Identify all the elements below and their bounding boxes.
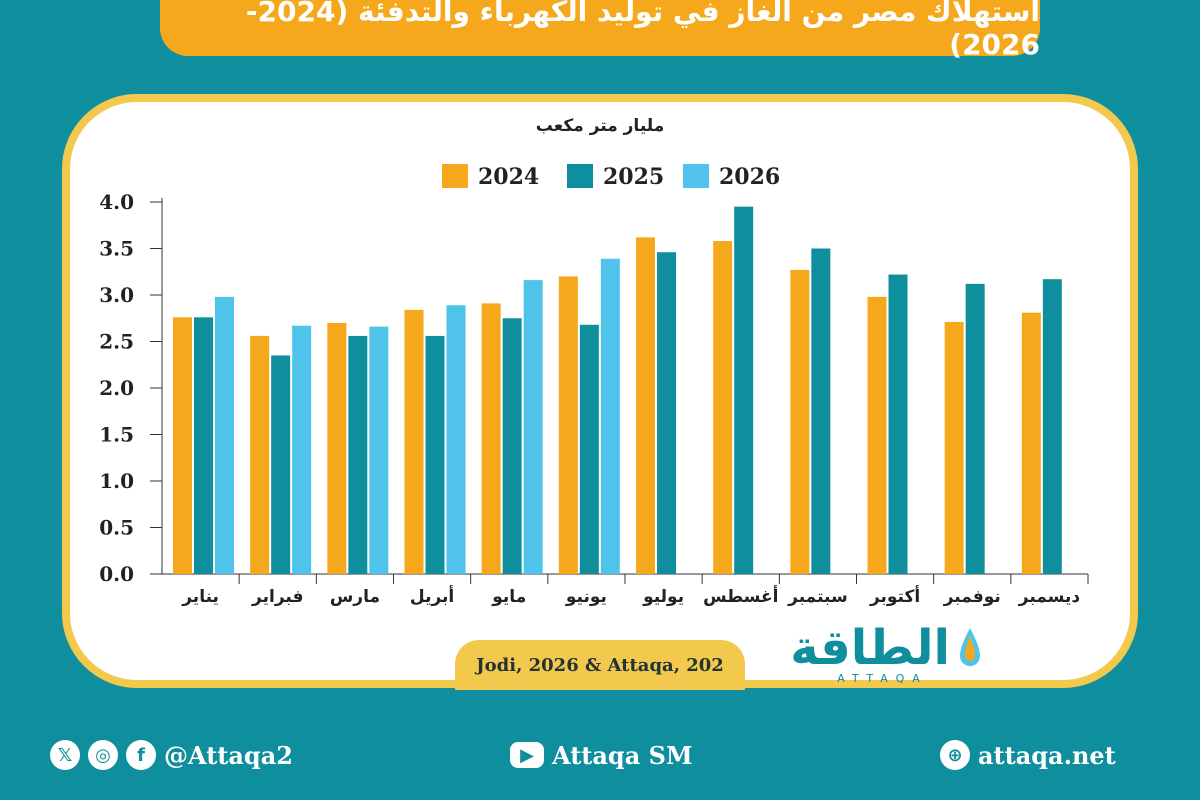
y-tick-label: 2.0	[99, 376, 134, 400]
legend-swatch-2026	[683, 164, 709, 188]
bar-2024	[713, 241, 733, 574]
bar-2026	[600, 258, 620, 574]
bar-2025	[1042, 279, 1062, 574]
legend-label: 2024	[478, 164, 539, 190]
bar-2026	[215, 296, 234, 574]
bar-2026	[523, 280, 543, 574]
bar-2025	[271, 355, 291, 574]
bar-2024	[790, 269, 810, 574]
x-tick-label: نوفمبر	[943, 587, 1001, 607]
legend-swatch-2024	[442, 164, 468, 188]
bar-2024	[327, 322, 347, 574]
bar-2025	[579, 324, 599, 574]
unit-label: مليار متر مكعب	[535, 116, 665, 136]
facebook-icon[interactable]: f	[126, 740, 156, 770]
bar-2024	[481, 303, 501, 574]
youtube-channel[interactable]: Attaqa SM	[552, 740, 693, 770]
bar-2024	[944, 321, 964, 574]
bar-2024	[558, 276, 578, 574]
y-tick-label: 0.0	[99, 562, 134, 586]
x-tick-label: يناير	[181, 587, 219, 607]
x-tick-label: أكتوبر	[869, 585, 920, 607]
youtube-icon[interactable]: ▶	[510, 742, 544, 768]
bar-2025	[811, 248, 831, 574]
x-icon[interactable]: 𝕏	[50, 740, 80, 770]
bar-2025	[194, 317, 213, 574]
y-tick-label: 3.5	[99, 237, 134, 261]
bar-2026	[292, 325, 312, 574]
y-tick-label: 3.0	[99, 283, 134, 307]
bar-2025	[425, 335, 445, 574]
bar-2024	[250, 335, 270, 574]
instagram-icon[interactable]: ◎	[88, 740, 118, 770]
bar-2025	[888, 274, 908, 574]
x-tick-label: أغسطس	[703, 585, 778, 607]
bar-2024	[1021, 312, 1041, 574]
logo-latin-text: ATTAQA	[837, 672, 928, 685]
bar-2026	[369, 326, 389, 574]
bar-2024	[867, 296, 887, 574]
social-handle-group: 𝕏 ◎ f @Attaqa2	[50, 733, 293, 777]
website-link[interactable]: attaqa.net	[978, 740, 1116, 770]
bar-2025	[734, 206, 754, 574]
x-tick-label: مارس	[330, 587, 380, 607]
x-tick-label: أبريل	[410, 585, 454, 607]
social-handle[interactable]: @Attaqa2	[164, 740, 293, 770]
x-tick-label: سبتمبر	[787, 587, 848, 607]
bar-2025	[502, 318, 522, 574]
bar-2025	[657, 252, 676, 574]
x-tick-label: فبراير	[251, 587, 303, 607]
y-tick-label: 4.0	[99, 190, 134, 214]
legend-label: 2025	[603, 164, 664, 190]
y-tick-label: 1.5	[99, 423, 134, 447]
bar-2025	[965, 283, 985, 574]
bar-2024	[173, 317, 192, 574]
website-group: ⊕ attaqa.net	[940, 733, 1116, 777]
y-tick-label: 0.5	[99, 516, 134, 540]
globe-icon[interactable]: ⊕	[940, 740, 970, 770]
title-banner: استهلاك مصر من الغاز في توليد الكهرباء و…	[160, 0, 1040, 61]
x-tick-label: يوليو	[642, 587, 684, 607]
bar-2024	[404, 309, 424, 574]
y-tick-label: 2.5	[99, 330, 134, 354]
x-tick-label: يونيو	[565, 587, 607, 607]
legend-label: 2026	[719, 164, 780, 190]
flame-drop-icon	[960, 628, 980, 666]
bar-2024	[636, 237, 655, 574]
chart-title: استهلاك مصر من الغاز في توليد الكهرباء و…	[245, 0, 1040, 61]
bar-2026	[446, 305, 466, 574]
x-tick-label: ديسمبر	[1018, 587, 1081, 607]
logo-arabic-text: الطاقة	[790, 620, 950, 676]
bar-2025	[348, 335, 368, 574]
source-label: Jodi, 2026 & Attaqa, 202	[455, 640, 745, 690]
legend-swatch-2025	[567, 164, 593, 188]
attaqa-logo: الطاقة ATTAQA	[790, 618, 990, 688]
x-tick-label: مايو	[491, 587, 526, 607]
youtube-group: ▶ Attaqa SM	[510, 733, 693, 777]
y-tick-label: 1.0	[99, 469, 134, 493]
